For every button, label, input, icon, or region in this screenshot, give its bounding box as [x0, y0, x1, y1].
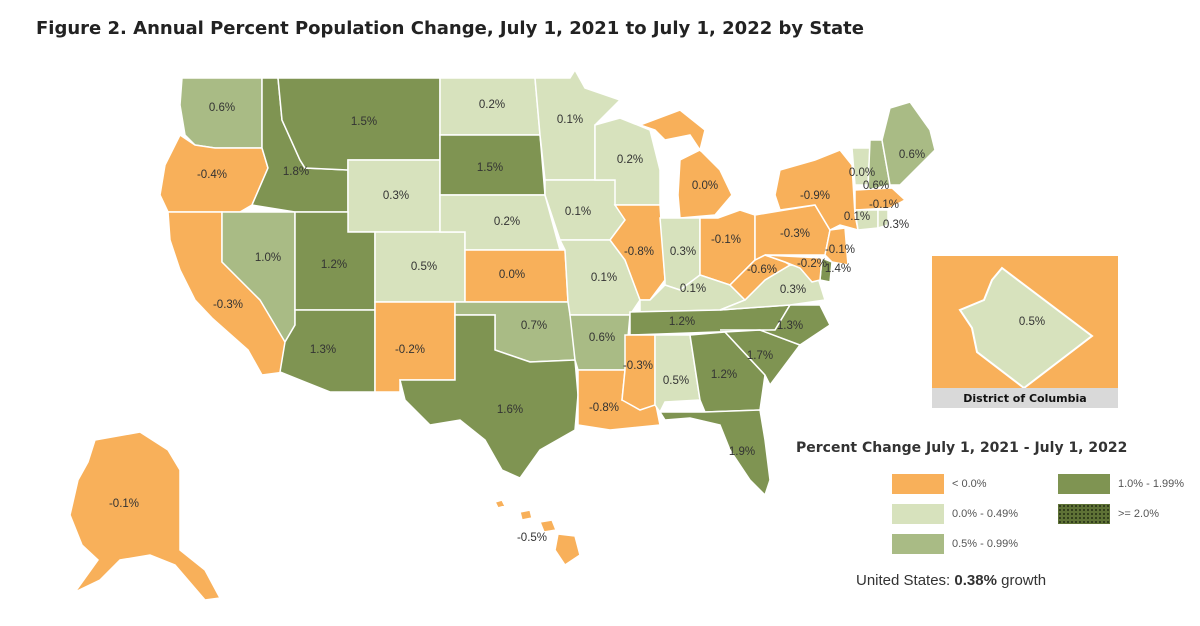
dc-caption: District of Columbia — [932, 388, 1118, 408]
label-MN: 0.1% — [557, 114, 583, 126]
label-NH: 0.6% — [863, 180, 889, 192]
state-FL[interactable] — [658, 409, 771, 497]
label-OR: -0.4% — [197, 169, 227, 181]
label-WI: 0.2% — [617, 154, 643, 166]
legend-swatch-ge-2 — [1058, 504, 1110, 524]
legend-label: < 0.0% — [952, 478, 987, 490]
label-WA: 0.6% — [209, 102, 235, 114]
label-OK: 0.7% — [521, 320, 547, 332]
label-LA: -0.8% — [589, 402, 619, 414]
legend-swatch-0-to-049 — [892, 504, 944, 524]
dc-label: 0.5% — [1019, 316, 1045, 328]
label-HI: -0.5% — [517, 532, 547, 544]
us-summary-suffix: growth — [1001, 572, 1047, 589]
label-GA: 1.2% — [711, 369, 737, 381]
legend-item-ge-2: >= 2.0% — [1058, 504, 1159, 524]
label-RI: 0.1% — [844, 211, 870, 223]
label-FL: 1.9% — [729, 446, 755, 458]
state-MD[interactable] — [764, 254, 823, 283]
state-NY[interactable] — [774, 149, 859, 232]
legend-item-0-to-049: 0.0% - 0.49% — [892, 504, 1018, 524]
legend-label: >= 2.0% — [1118, 508, 1159, 520]
label-NE: 0.2% — [494, 216, 520, 228]
legend-item-1-to-199: 1.0% - 1.99% — [1058, 474, 1184, 494]
legend-label: 1.0% - 1.99% — [1118, 478, 1185, 490]
state-RI[interactable] — [877, 209, 889, 230]
legend-label: 0.0% - 0.49% — [952, 508, 1019, 520]
legend-item-05-to-099: 0.5% - 0.99% — [892, 534, 1018, 554]
state-NJ[interactable] — [824, 227, 849, 266]
label-KY: 0.1% — [680, 283, 706, 295]
label-MT: 1.5% — [351, 116, 377, 128]
label-NV: 1.0% — [255, 252, 281, 264]
label-CT: 0.3% — [883, 219, 909, 231]
legend-swatch-1-to-199 — [1058, 474, 1110, 494]
legend: Percent Change July 1, 2021 - July 1, 20… — [796, 440, 1184, 610]
label-NC: 1.3% — [777, 320, 803, 332]
label-VT: 0.0% — [849, 167, 875, 179]
state-TX[interactable] — [399, 314, 579, 479]
dc-shape[interactable] — [958, 266, 1094, 390]
label-TX: 1.6% — [497, 404, 523, 416]
label-CA: -0.3% — [213, 299, 243, 311]
us-summary: United States: 0.38% growth — [856, 572, 1046, 589]
label-PA: -0.3% — [780, 228, 810, 240]
label-OH: -0.1% — [711, 234, 741, 246]
state-HI[interactable] — [493, 499, 581, 567]
label-ND: 0.2% — [479, 99, 505, 111]
page-title: Figure 2. Annual Percent Population Chan… — [36, 18, 864, 39]
legend-label: 0.5% - 0.99% — [952, 538, 1019, 550]
us-summary-value: 0.38% — [954, 572, 997, 589]
label-VA: 0.3% — [780, 284, 806, 296]
label-AR: 0.6% — [589, 332, 615, 344]
label-CO: 0.5% — [411, 261, 437, 273]
label-UT: 1.2% — [321, 259, 347, 271]
label-IA: 0.1% — [565, 206, 591, 218]
label-DE: 1.4% — [825, 263, 851, 275]
legend-item-less-than-zero: < 0.0% — [892, 474, 987, 494]
label-SD: 1.5% — [477, 162, 503, 174]
label-IN: 0.3% — [670, 246, 696, 258]
state-MA[interactable] — [854, 187, 907, 211]
label-MI: 0.0% — [692, 180, 718, 192]
label-SC: 1.7% — [747, 350, 773, 362]
label-MO: 0.1% — [591, 272, 617, 284]
label-MA: -0.1% — [869, 199, 899, 211]
dc-inset[interactable]: 0.5% District of Columbia — [932, 256, 1118, 408]
label-AL: 0.5% — [663, 375, 689, 387]
label-MD: -0.2% — [797, 258, 827, 270]
state-MN[interactable] — [534, 68, 622, 181]
label-AK: -0.1% — [109, 498, 139, 510]
label-WV: -0.6% — [747, 264, 777, 276]
dc-inset-map: 0.5% — [932, 256, 1118, 390]
state-AK[interactable] — [69, 431, 222, 601]
label-ME: 0.6% — [899, 149, 925, 161]
us-summary-prefix: United States: — [856, 572, 951, 589]
label-MS: -0.3% — [623, 360, 653, 372]
label-TN: 1.2% — [669, 316, 695, 328]
legend-swatch-05-to-099 — [892, 534, 944, 554]
legend-title: Percent Change July 1, 2021 - July 1, 20… — [796, 440, 1128, 456]
label-NM: -0.2% — [395, 344, 425, 356]
state-ME[interactable] — [881, 101, 936, 186]
state-MS[interactable] — [621, 334, 656, 411]
label-AZ: 1.3% — [310, 344, 336, 356]
label-NJ: -0.1% — [825, 244, 855, 256]
label-ID: 1.8% — [283, 166, 309, 178]
state-MI[interactable] — [637, 109, 733, 219]
label-KS: 0.0% — [499, 269, 525, 281]
label-IL: -0.8% — [624, 246, 654, 258]
label-WY: 0.3% — [383, 190, 409, 202]
label-NY: -0.9% — [800, 190, 830, 202]
state-NC[interactable] — [720, 304, 831, 346]
legend-swatch-lt0 — [892, 474, 944, 494]
